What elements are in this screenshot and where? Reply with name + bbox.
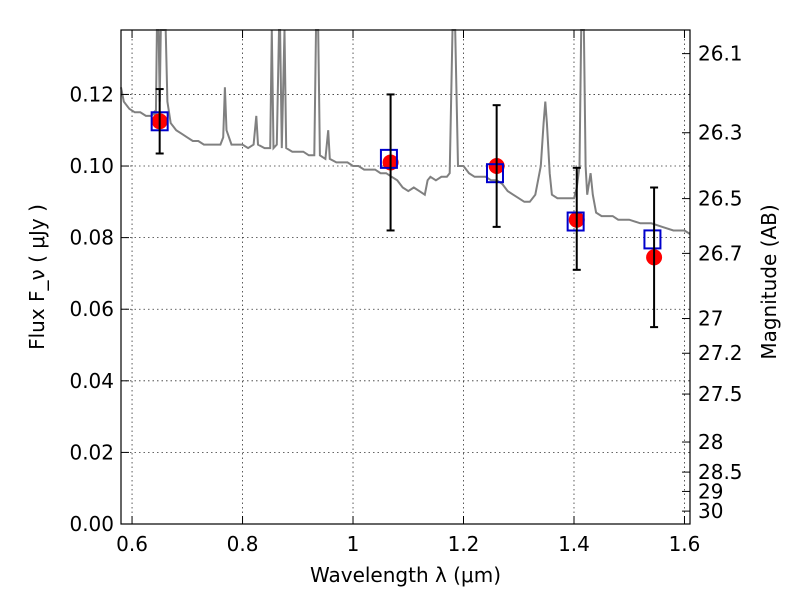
plot-frame (120, 29, 691, 525)
y2-tick-label: 27.2 (698, 341, 743, 365)
y-tick-label: 0.04 (69, 369, 114, 393)
y2-tick-label: 26.3 (698, 121, 743, 145)
x-tick-label: 1.4 (558, 532, 590, 556)
y2-tick-label: 26.5 (698, 187, 743, 211)
data-points (150, 88, 663, 329)
grid-layer (121, 30, 690, 525)
y-tick-label: 0.00 (69, 512, 114, 536)
y2-tick-label: 28 (698, 430, 723, 454)
model-flux-marker (643, 229, 662, 250)
model-flux-marker (379, 148, 398, 169)
model-flux-marker (566, 211, 585, 232)
model-flux-marker (485, 163, 504, 184)
y2-tick-label: 26.1 (698, 42, 743, 66)
x-axis-title: Wavelength λ (μm) (310, 563, 501, 587)
x-tick-label: 0.8 (227, 532, 259, 556)
y2-tick-label: 27 (698, 307, 723, 331)
y-axis-title: Flux F_ν ( μJy ) (25, 204, 49, 350)
y2-axis-title: Magnitude (AB) (757, 204, 781, 359)
model-spectrum-line (120, 29, 691, 235)
y-tick-label: 0.08 (69, 226, 114, 250)
y2-tick-label: 28.5 (698, 460, 743, 484)
x-tick-label: 0.6 (116, 532, 148, 556)
model-spectrum (120, 29, 691, 235)
y2-tick-label: 29 (698, 479, 723, 503)
axes-frame (120, 29, 691, 525)
axis-ticks: 0.6 0.8 1 1.2 1.4 1.6 0.00 0.02 0.04 0.06 0.08 0.10… (69, 30, 743, 556)
y-tick-label: 0.12 (69, 82, 114, 106)
x-tick-label: 1.6 (669, 532, 701, 556)
y-tick-label: 0.02 (69, 440, 114, 464)
x-tick-label: 1.2 (448, 532, 480, 556)
y2-tick-label: 30 (698, 499, 723, 523)
x-tick-label: 1 (347, 532, 360, 556)
y2-tick-label: 27.5 (698, 382, 743, 406)
y-tick-label: 0.06 (69, 297, 114, 321)
y2-tick-label: 26.7 (698, 241, 743, 265)
y-tick-label: 0.10 (69, 154, 114, 178)
